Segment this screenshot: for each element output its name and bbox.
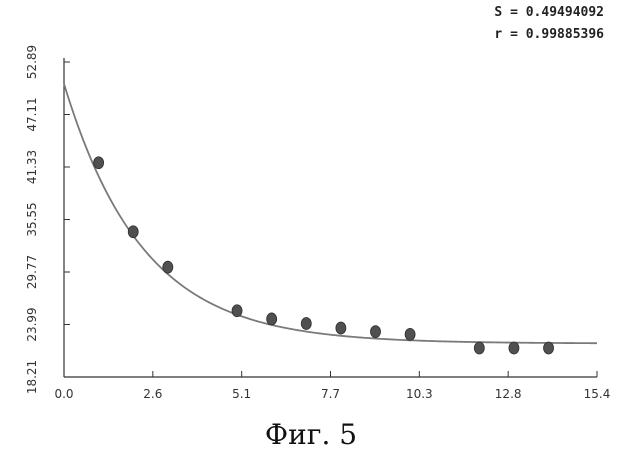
data-point xyxy=(93,156,105,170)
data-point xyxy=(127,225,139,239)
x-tick-label: 2.6 xyxy=(143,387,162,401)
chart-tick-labels: 0.0 2.6 5.1 7.7 10.3 12.8 15.4 18.21 23.99 29.77 3… xyxy=(25,45,610,401)
y-tick-label: 52.89 xyxy=(25,45,39,79)
data-point xyxy=(162,260,174,274)
x-tick-label: 10.3 xyxy=(406,387,433,401)
x-tick-label: 5.1 xyxy=(232,387,251,401)
y-tick-label: 41.33 xyxy=(25,150,39,184)
x-tick-label: 7.7 xyxy=(321,387,340,401)
x-tick-label: 15.4 xyxy=(584,387,611,401)
data-point xyxy=(300,317,312,330)
x-tick-label: 0.0 xyxy=(54,387,73,401)
data-point xyxy=(370,325,381,339)
fit-stat-r: r = 0.99885396 xyxy=(494,27,604,42)
data-point xyxy=(266,312,278,326)
x-tick-label: 12.8 xyxy=(495,387,522,401)
data-point xyxy=(335,321,347,335)
data-point xyxy=(473,341,485,355)
chart-data-points xyxy=(93,156,554,355)
chart-fit-curve xyxy=(63,83,598,345)
y-tick-label: 47.11 xyxy=(25,97,39,131)
figure-caption: Фиг. 5 xyxy=(264,418,358,451)
data-point xyxy=(543,341,554,355)
fit-stat-s: S = 0.49494092 xyxy=(494,5,604,20)
y-tick-label: 35.55 xyxy=(25,202,39,236)
fit-curve-line xyxy=(63,83,598,345)
data-point xyxy=(508,341,520,355)
y-tick-label: 18.21 xyxy=(25,360,39,394)
y-tick-label: 23.99 xyxy=(25,307,39,341)
chart-axes xyxy=(63,58,598,378)
fit-statistics: S = 0.49494092 r = 0.99885396 xyxy=(494,2,604,46)
data-point xyxy=(404,328,416,341)
data-point xyxy=(231,304,243,318)
y-tick-label: 29.77 xyxy=(25,255,39,289)
